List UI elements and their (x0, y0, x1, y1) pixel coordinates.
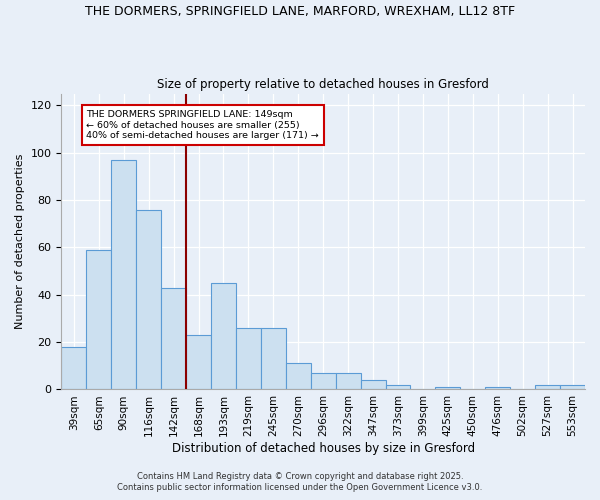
Bar (236, 328, 261, 390)
Bar (211, 283, 236, 390)
Bar (111, 160, 136, 390)
Bar (311, 373, 335, 390)
Bar (335, 373, 361, 390)
Bar (261, 328, 286, 390)
X-axis label: Distribution of detached houses by size in Gresford: Distribution of detached houses by size … (172, 442, 475, 455)
Y-axis label: Number of detached properties: Number of detached properties (15, 154, 25, 329)
Bar (361, 380, 386, 390)
Bar (535, 384, 560, 390)
Text: THE DORMERS, SPRINGFIELD LANE, MARFORD, WREXHAM, LL12 8TF: THE DORMERS, SPRINGFIELD LANE, MARFORD, … (85, 5, 515, 18)
Text: THE DORMERS SPRINGFIELD LANE: 149sqm
← 60% of detached houses are smaller (255)
: THE DORMERS SPRINGFIELD LANE: 149sqm ← 6… (86, 110, 319, 140)
Bar (386, 384, 410, 390)
Bar (186, 335, 211, 390)
Bar (286, 364, 311, 390)
Bar (560, 384, 585, 390)
Title: Size of property relative to detached houses in Gresford: Size of property relative to detached ho… (157, 78, 489, 91)
Bar (61, 347, 86, 390)
Bar (86, 250, 111, 390)
Bar (161, 288, 186, 390)
Bar (136, 210, 161, 390)
Bar (436, 387, 460, 390)
Text: Contains HM Land Registry data © Crown copyright and database right 2025.
Contai: Contains HM Land Registry data © Crown c… (118, 472, 482, 492)
Bar (485, 387, 510, 390)
